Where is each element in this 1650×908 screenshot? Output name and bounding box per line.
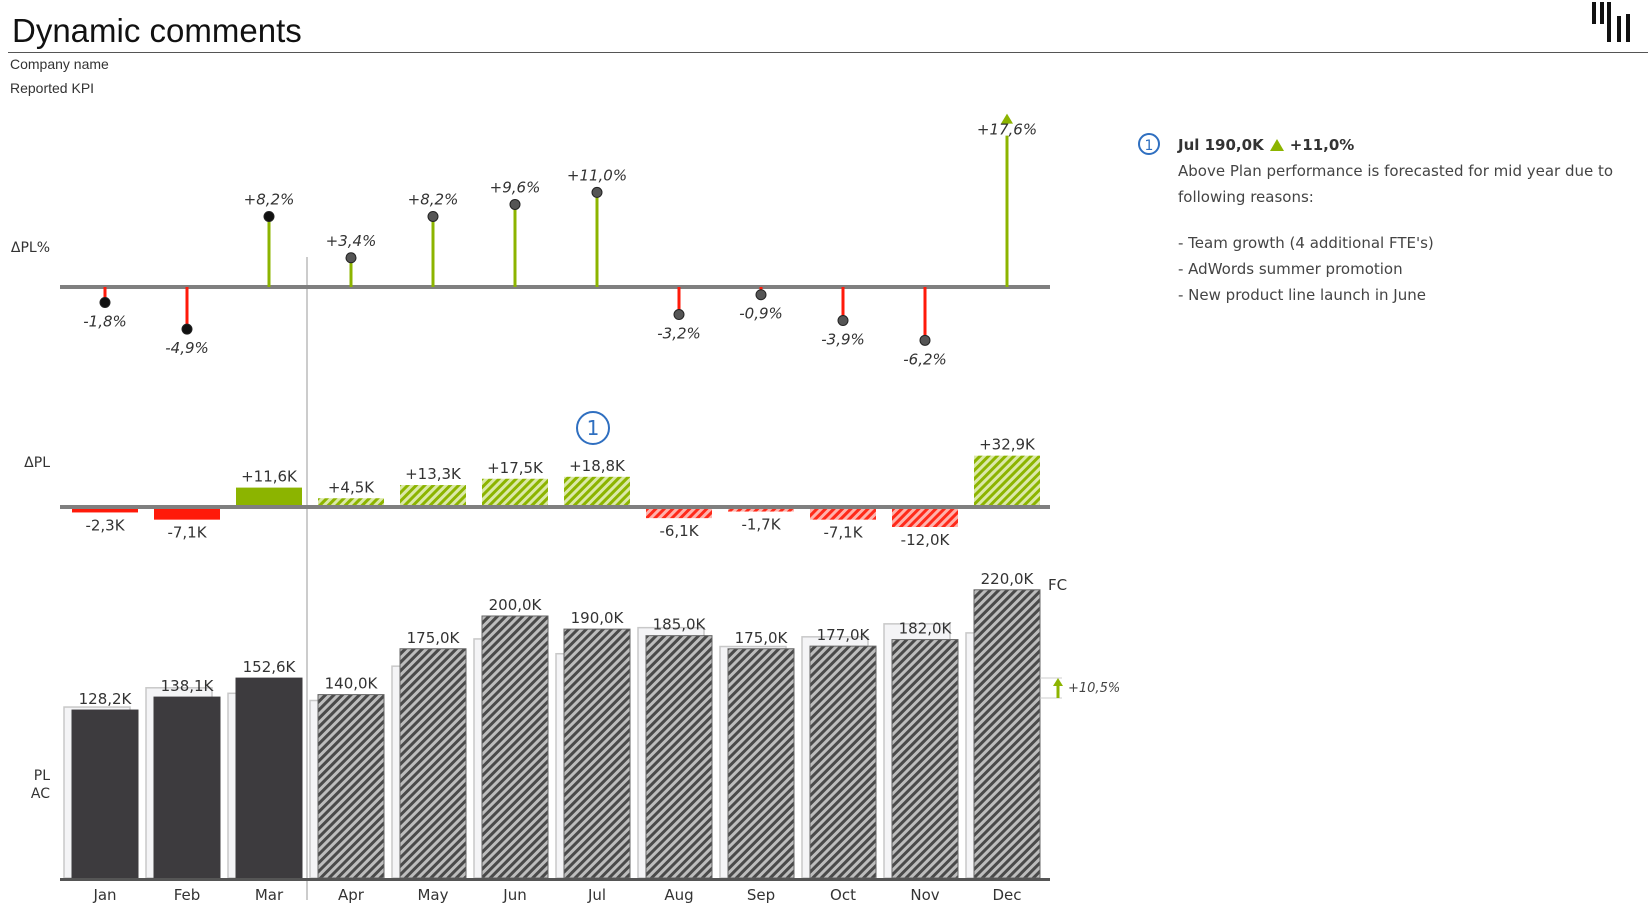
svg-text:+18,8K: +18,8K — [569, 457, 626, 475]
label-delta-pl: ΔPL — [24, 455, 50, 471]
svg-text:+3,4%: +3,4% — [326, 232, 377, 250]
svg-text:-3,2%: -3,2% — [657, 325, 701, 343]
page-title: Dynamic comments — [12, 12, 302, 49]
svg-text:May: May — [417, 886, 448, 904]
svg-text:Oct: Oct — [830, 886, 856, 904]
svg-text:-4,9%: -4,9% — [165, 339, 209, 357]
svg-text:-2,3K: -2,3K — [85, 516, 125, 534]
svg-text:+17,6%: +17,6% — [977, 121, 1037, 139]
svg-text:FC: FC — [1048, 576, 1067, 594]
svg-text:+8,2%: +8,2% — [408, 190, 459, 208]
svg-text:185,0K: 185,0K — [653, 616, 707, 634]
svg-text:138,1K: 138,1K — [161, 677, 215, 695]
svg-text:Jan: Jan — [92, 886, 116, 904]
svg-text:-7,1K: -7,1K — [167, 524, 207, 542]
comment-bullet: - New product line launch in June — [1178, 286, 1426, 304]
company-name: Company name — [10, 56, 109, 72]
bars-logo-icon — [1592, 2, 1630, 42]
svg-text:-7,1K: -7,1K — [823, 524, 863, 542]
svg-text:140,0K: 140,0K — [325, 675, 379, 693]
comment-panel: 1 Jul 190,0K +11,0% Above Plan performan… — [1138, 132, 1638, 308]
svg-text:Apr: Apr — [338, 886, 365, 904]
label-ac: AC — [30, 786, 50, 802]
svg-text:+8,2%: +8,2% — [244, 190, 295, 208]
svg-text:182,0K: 182,0K — [899, 620, 953, 638]
svg-text:+4,5K: +4,5K — [328, 478, 375, 496]
triangle-up-icon — [1269, 139, 1284, 151]
svg-text:-6,1K: -6,1K — [659, 522, 699, 540]
comment-header-text: Jul 190,0K — [1178, 136, 1264, 154]
svg-text:128,2K: 128,2K — [79, 690, 133, 708]
svg-text:Jun: Jun — [502, 886, 526, 904]
comment-marker-1[interactable]: 1 — [576, 411, 610, 445]
svg-text:-12,0K: -12,0K — [901, 531, 951, 549]
svg-text:Mar: Mar — [255, 886, 284, 904]
comment-bullet: - Team growth (4 additional FTE's) — [1178, 234, 1434, 252]
reported-kpi: Reported KPI — [10, 80, 95, 96]
title-divider — [8, 52, 1648, 53]
svg-text:152,6K: 152,6K — [243, 658, 297, 676]
svg-text:Sep: Sep — [747, 886, 775, 904]
svg-text:-3,9%: -3,9% — [821, 331, 865, 349]
comment-bullets: - Team growth (4 additional FTE's) - AdW… — [1178, 230, 1638, 308]
svg-text:-6,2%: -6,2% — [903, 350, 947, 368]
svg-text:+17,5K: +17,5K — [487, 459, 544, 477]
svg-text:200,0K: 200,0K — [489, 596, 543, 614]
svg-text:-1,8%: -1,8% — [83, 312, 127, 330]
label-pl: PL — [33, 768, 50, 784]
svg-text:+11,6K: +11,6K — [241, 468, 298, 486]
svg-text:-1,7K: -1,7K — [741, 516, 781, 534]
svg-text:Jul: Jul — [587, 886, 606, 904]
svg-text:+32,9K: +32,9K — [979, 436, 1036, 454]
svg-text:175,0K: 175,0K — [735, 629, 789, 647]
svg-text:Feb: Feb — [174, 886, 201, 904]
label-delta-pl-pct: ΔPL% — [10, 240, 50, 256]
comment-body: Above Plan performance is forecasted for… — [1178, 162, 1614, 206]
svg-text:220,0K: 220,0K — [981, 570, 1035, 588]
svg-text:Nov: Nov — [910, 886, 939, 904]
svg-text:Aug: Aug — [664, 886, 693, 904]
svg-text:190,0K: 190,0K — [571, 609, 625, 627]
svg-text:+13,3K: +13,3K — [405, 465, 462, 483]
comment-header-delta: +11,0% — [1289, 136, 1355, 154]
svg-text:Dec: Dec — [992, 886, 1021, 904]
svg-text:-0,9%: -0,9% — [739, 305, 783, 323]
comment-bullet: - AdWords summer promotion — [1178, 260, 1403, 278]
comment-header: Jul 190,0K +11,0% — [1178, 132, 1638, 158]
svg-text:+9,6%: +9,6% — [490, 178, 541, 196]
svg-text:+10,5%: +10,5% — [1068, 681, 1120, 696]
svg-text:177,0K: 177,0K — [817, 626, 871, 644]
svg-text:175,0K: 175,0K — [407, 629, 461, 647]
svg-text:+11,0%: +11,0% — [567, 166, 627, 184]
comment-number-badge: 1 — [1138, 133, 1160, 155]
